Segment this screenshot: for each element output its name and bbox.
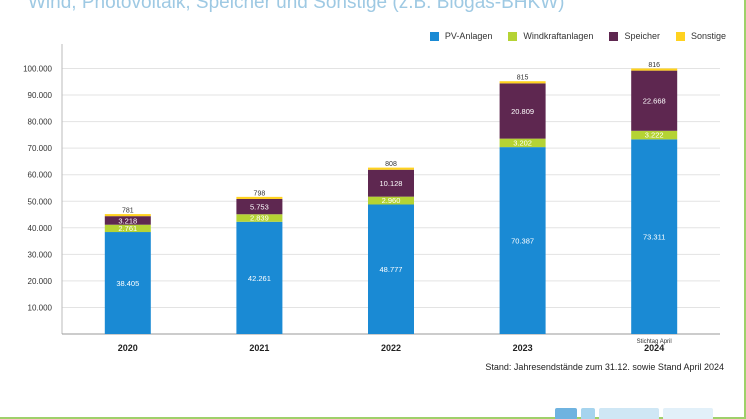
data-label: 22.668 <box>643 97 666 106</box>
x-tick-label: 2023 <box>513 343 533 353</box>
legend-label-sonstige: Sonstige <box>690 31 726 41</box>
x-tick-note: Stichtag April <box>637 339 672 345</box>
data-label: 2.761 <box>118 224 137 233</box>
bar-segment <box>631 130 678 140</box>
data-label: 3.222 <box>645 131 664 140</box>
bar-segment <box>631 68 678 71</box>
legend-swatch-sonstige <box>675 31 685 41</box>
data-label: 798 <box>254 190 266 197</box>
legend-label-speicher: Speicher <box>624 31 660 41</box>
bar-segment <box>499 147 546 334</box>
y-tick-label: 10.000 <box>28 303 53 312</box>
y-tick-label: 30.000 <box>28 250 53 259</box>
y-tick-label: 100.000 <box>23 65 52 74</box>
data-label: 10.128 <box>380 179 403 188</box>
x-tick-label: 2024 <box>644 343 664 353</box>
data-label: 815 <box>517 75 529 82</box>
bar-segment <box>104 224 151 233</box>
data-label: 42.261 <box>248 274 271 283</box>
data-label: 38.405 <box>116 279 139 288</box>
y-tick-label: 20.000 <box>28 277 53 286</box>
slide-title: Wind, Photovoltaik, Speicher und Sonstig… <box>28 0 565 13</box>
bar-segment <box>104 232 151 334</box>
y-tick-label: 70.000 <box>28 144 53 153</box>
data-label: 70.387 <box>511 237 534 246</box>
legend-item-wind: Windkraftanlagen <box>508 31 593 41</box>
data-label: 2.960 <box>382 196 401 205</box>
x-tick-label: 2021 <box>249 343 269 353</box>
data-label: 3.218 <box>118 216 137 225</box>
bar-segment <box>104 216 151 225</box>
data-label: 73.311 <box>643 233 665 242</box>
bar-segment <box>236 221 283 334</box>
legend-item-sonstige: Sonstige <box>675 31 726 41</box>
data-label: 781 <box>122 208 134 215</box>
bar-segment <box>236 198 283 215</box>
data-label: 20.809 <box>511 107 534 116</box>
y-tick-label: 90.000 <box>28 91 53 100</box>
data-label: 48.777 <box>380 265 403 274</box>
footer-logo <box>555 407 735 419</box>
bar-segment <box>499 81 546 84</box>
bar-segment <box>499 83 546 139</box>
legend-item-pv: PV-Anlagen <box>429 31 493 41</box>
legend-item-speicher: Speicher <box>609 31 660 41</box>
data-label: 3.202 <box>513 138 532 147</box>
y-tick-label: 60.000 <box>28 171 53 180</box>
legend-swatch-wind <box>508 31 518 41</box>
bar-segment <box>104 214 151 217</box>
chart-caption: Stand: Jahresendstände zum 31.12. sowie … <box>485 362 724 372</box>
y-tick-label: 80.000 <box>28 118 53 127</box>
bar-segment <box>368 167 414 170</box>
legend-label-pv: PV-Anlagen <box>444 31 493 41</box>
data-label: 2.839 <box>250 214 269 223</box>
y-tick-label: 40.000 <box>28 224 53 233</box>
bar-segment <box>236 214 283 222</box>
data-label: 5.753 <box>250 203 269 212</box>
y-tick-label: 50.000 <box>28 197 53 206</box>
bar-segment <box>236 196 283 199</box>
data-label: 808 <box>385 161 397 168</box>
bar-segment <box>368 196 414 205</box>
bar-segment <box>368 204 414 334</box>
x-tick-label: 2022 <box>381 343 401 353</box>
legend-swatch-pv <box>429 31 439 41</box>
bar-segment <box>368 169 414 197</box>
legend-label-wind: Windkraftanlagen <box>523 31 594 41</box>
chart-legend: PV-Anlagen Windkraftanlagen Speicher Son… <box>429 29 726 43</box>
x-tick-label: 2020 <box>118 343 138 353</box>
data-label: 816 <box>648 62 660 69</box>
bar-segment <box>631 70 678 131</box>
bar-segment <box>499 138 546 148</box>
legend-swatch-speicher <box>609 31 619 41</box>
bar-segment <box>631 139 678 334</box>
